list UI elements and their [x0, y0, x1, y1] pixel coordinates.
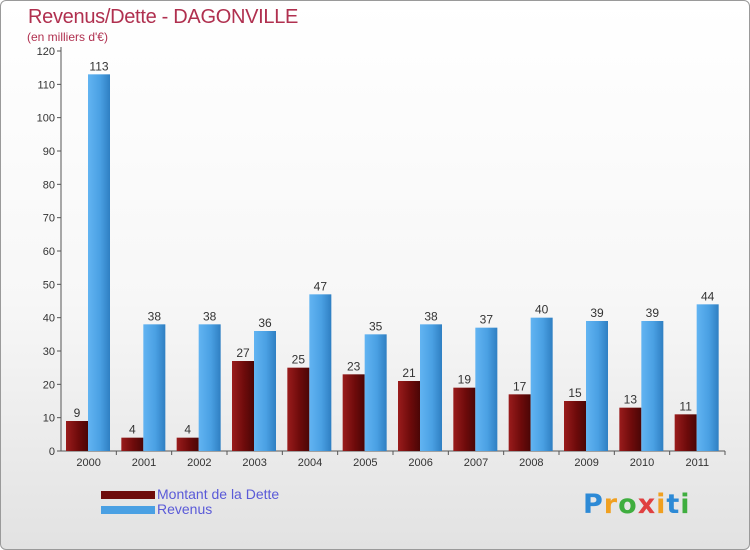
debt-bar	[342, 374, 365, 451]
y-tick-label: 60	[43, 246, 55, 258]
revenue-bar	[198, 324, 221, 451]
x-tick-label: 2009	[574, 457, 598, 469]
revenue-bar	[309, 294, 332, 451]
debt-bar	[121, 437, 144, 451]
legend-swatch-debt	[101, 490, 155, 499]
revenue-bar	[530, 317, 553, 451]
logo-letter: P	[583, 489, 604, 520]
y-tick-label: 70	[43, 213, 55, 225]
data-label: 39	[646, 306, 660, 320]
y-tick-label: 110	[37, 79, 55, 91]
debt-bar	[674, 414, 697, 451]
y-tick-label: 50	[43, 279, 55, 291]
data-label: 21	[402, 366, 416, 380]
x-tick-label: 2002	[187, 457, 211, 469]
debt-bar	[453, 387, 476, 451]
logo-letter: o	[618, 489, 638, 520]
data-label: 38	[148, 309, 162, 323]
revenue-bar	[475, 327, 498, 451]
logo-letter: t	[666, 489, 681, 520]
legend-item-debt: Montant de la Dette	[101, 487, 279, 502]
data-label: 19	[458, 373, 472, 387]
x-tick-label: 2003	[242, 457, 266, 469]
data-label: 38	[203, 309, 217, 323]
proxiti-logo: Proxiti	[583, 489, 691, 520]
x-tick-label: 2005	[353, 457, 377, 469]
data-label: 11	[679, 399, 692, 413]
data-label: 23	[347, 359, 361, 373]
revenue-bar	[254, 331, 276, 451]
debt-bar	[232, 361, 254, 451]
legend-label-revenue: Revenus	[157, 501, 213, 517]
x-tick-label: 2006	[408, 457, 432, 469]
data-label: 25	[292, 353, 306, 367]
y-tick-label: 120	[37, 46, 55, 58]
y-tick-label: 0	[49, 446, 55, 458]
data-label: 47	[314, 279, 328, 293]
logo-letter: r	[603, 489, 619, 520]
debt-bar	[508, 394, 531, 451]
revenue-bar	[586, 321, 608, 451]
legend-swatch-revenue	[101, 505, 155, 514]
y-tick-label: 20	[43, 379, 55, 391]
x-tick-label: 2008	[519, 457, 543, 469]
y-tick-label: 10	[43, 413, 55, 425]
y-tick-label: 80	[43, 179, 55, 191]
debt-bar	[66, 421, 88, 451]
debt-bar	[564, 401, 586, 451]
y-tick-label: 30	[43, 346, 55, 358]
data-label: 15	[568, 386, 582, 400]
x-tick-label: 2001	[132, 457, 156, 469]
logo-letter: x	[637, 489, 657, 520]
logo-letter: i	[680, 489, 691, 520]
data-label: 9	[74, 406, 81, 420]
data-label: 39	[590, 306, 604, 320]
data-label: 4	[129, 423, 136, 437]
x-tick-label: 2007	[464, 457, 488, 469]
data-label: 113	[89, 59, 108, 73]
revenue-bar	[641, 321, 664, 451]
revenue-bar	[143, 324, 166, 451]
data-label: 38	[424, 309, 438, 323]
data-label: 40	[535, 303, 549, 317]
data-label: 27	[236, 346, 250, 360]
x-tick-label: 2000	[76, 457, 100, 469]
chart-title: Revenus/Dette - DAGONVILLE	[28, 6, 299, 28]
x-tick-label: 2010	[630, 457, 654, 469]
debt-bar	[176, 437, 199, 451]
chart-subtitle: (en milliers d'€)	[27, 30, 108, 44]
data-label: 36	[258, 316, 272, 330]
data-label: 4	[184, 423, 191, 437]
data-label: 13	[624, 393, 638, 407]
logo-letter: i	[656, 489, 667, 520]
data-label: 17	[513, 379, 527, 393]
legend-label-debt: Montant de la Dette	[157, 486, 280, 502]
data-label: 44	[701, 289, 715, 303]
x-tick-label: 2004	[298, 457, 322, 469]
y-tick-label: 100	[37, 113, 55, 125]
revenue-bar	[696, 304, 719, 451]
revenue-bar	[364, 334, 387, 451]
data-label: 35	[369, 319, 383, 333]
y-tick-label: 40	[43, 313, 55, 325]
debt-bar	[619, 407, 642, 451]
legend: Montant de la Dette Revenus	[101, 487, 279, 517]
legend-item-revenue: Revenus	[101, 502, 279, 517]
y-tick-label: 90	[43, 146, 55, 158]
debt-bar	[398, 381, 420, 451]
debt-bar	[287, 367, 310, 451]
revenue-bar	[88, 74, 110, 451]
x-tick-label: 2011	[686, 457, 710, 469]
data-label: 37	[480, 313, 494, 327]
revenue-bar	[420, 324, 442, 451]
